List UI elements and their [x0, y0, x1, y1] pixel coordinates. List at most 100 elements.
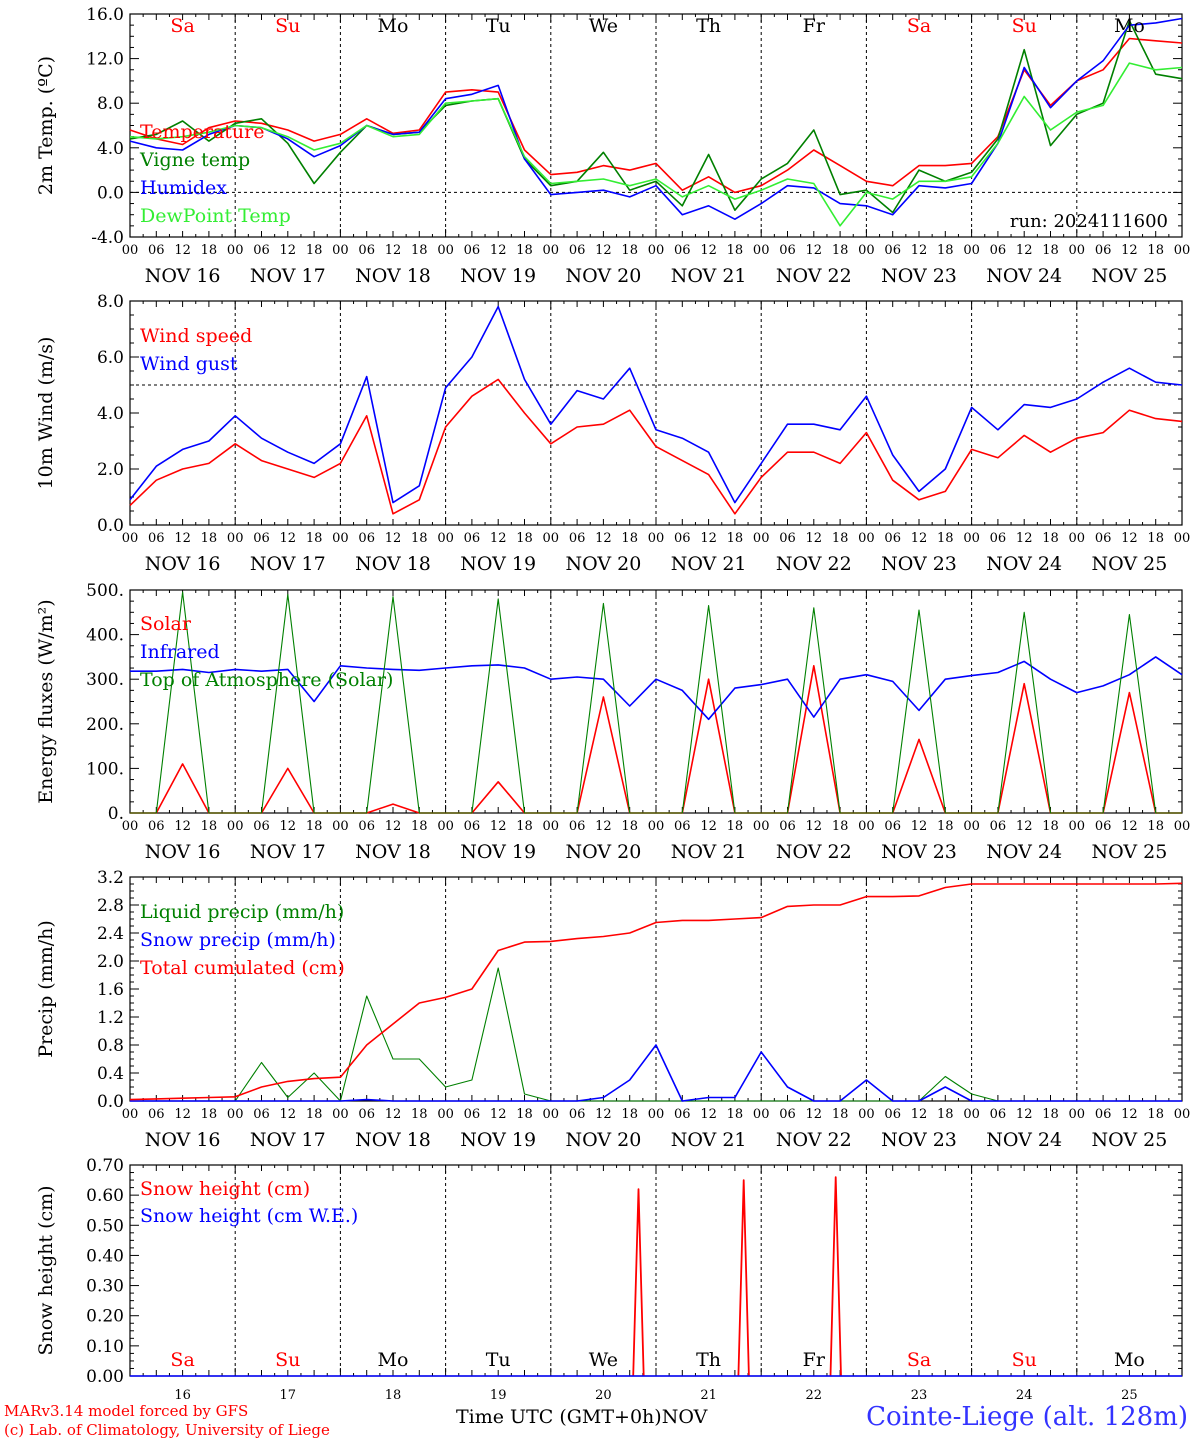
date-label: NOV 25 [1091, 265, 1167, 287]
y-axis-label: Energy fluxes (W/m²) [35, 599, 57, 803]
y-tick-label: 4.0 [97, 404, 124, 424]
hour-tick-label: 18 [1147, 819, 1164, 834]
hour-tick-label: 18 [1147, 243, 1164, 258]
y-axis-label: 2m Temp. (ºC) [35, 56, 57, 195]
hour-tick-label: 00 [648, 819, 665, 834]
y-axis-4: 0.00 0.10 0.20 0.30 0.40 0.50 0.60 0.70 Snow hei… [35, 1156, 1182, 1387]
y-tick-label: 0.40 [86, 1246, 124, 1266]
series-line-snow-spike [737, 1179, 750, 1377]
hour-tick-label: 00 [1069, 1107, 1086, 1122]
y-tick-label: 0. [108, 804, 124, 824]
hour-tick-label: 12 [595, 531, 612, 546]
weekday-label: Tu [486, 15, 511, 37]
y-tick-label: 200. [86, 715, 124, 735]
hour-tick-label: 12 [700, 531, 717, 546]
hour-tick-label: 00 [963, 531, 980, 546]
y-tick-label: 0.0 [97, 183, 124, 203]
hour-tick-label: 18 [621, 819, 638, 834]
y-axis-2: 0. 100. 200. 300. 400. 500. Energy fluxes (W/m… [35, 581, 1182, 824]
x-axis-1: 00 06 12 18 00 06 12 18 00 06 12 18 00 06 12 18 00 06 12 18… [122, 301, 1190, 575]
hour-tick-label: 06 [884, 1107, 901, 1122]
date-label: NOV 18 [355, 265, 431, 287]
date-label: NOV 18 [355, 1129, 431, 1151]
date-label: NOV 24 [986, 841, 1062, 863]
hour-tick-label: 00 [858, 531, 875, 546]
hour-tick-label: 12 [1121, 819, 1138, 834]
day-number-label: 25 [1121, 1388, 1138, 1403]
series-line-infrared [130, 656, 1183, 721]
plot-frame-2 [129, 589, 1183, 814]
hour-tick-label: 06 [148, 1107, 165, 1122]
date-label: NOV 25 [1091, 553, 1167, 575]
hour-tick-label: 06 [779, 1107, 796, 1122]
y-tick-label: 0.30 [86, 1277, 124, 1297]
hour-tick-label: 12 [806, 1107, 823, 1122]
legend-entry: Vigne temp [139, 149, 250, 171]
hour-tick-label: 00 [858, 1107, 875, 1122]
hour-tick-label: 18 [1042, 243, 1059, 258]
weekday-label: Sa [907, 15, 931, 37]
y-tick-label: 0.00 [86, 1367, 124, 1387]
x-axis-2: 00 06 12 18 00 06 12 18 00 06 12 18 00 06 12 18 00 06 12 18… [122, 590, 1190, 863]
hour-tick-label: 12 [385, 819, 402, 834]
legend-entry: Infrared [140, 641, 220, 663]
weekday-label: Su [1012, 15, 1037, 37]
hour-tick-label: 18 [937, 1107, 954, 1122]
hour-tick-label: 06 [253, 1107, 270, 1122]
hour-tick-label: 06 [569, 531, 586, 546]
model-credit: MARv3.14 model forced by GFS [4, 1402, 249, 1420]
weekday-label: We [589, 15, 618, 37]
hour-tick-label: 00 [858, 243, 875, 258]
date-label: NOV 20 [565, 553, 641, 575]
date-label: NOV 23 [881, 265, 957, 287]
hour-tick-label: 00 [648, 531, 665, 546]
hour-tick-label: 06 [990, 243, 1007, 258]
hour-tick-label: 06 [1095, 819, 1112, 834]
hour-tick-label: 00 [227, 1107, 244, 1122]
date-label: NOV 17 [250, 553, 326, 575]
legend-entry: Temperature [140, 121, 264, 143]
weekday-label: Mo [1114, 15, 1145, 37]
hour-tick-label: 06 [464, 531, 481, 546]
hour-tick-label: 18 [516, 243, 533, 258]
hour-tick-label: 00 [1174, 243, 1191, 258]
hour-tick-label: 06 [569, 243, 586, 258]
date-label: NOV 23 [881, 1129, 957, 1151]
hour-tick-label: 00 [1174, 1107, 1191, 1122]
hour-tick-label: 06 [1095, 243, 1112, 258]
hour-tick-label: 18 [306, 243, 323, 258]
hour-tick-label: 18 [201, 819, 218, 834]
legend-entry: Wind speed [140, 325, 252, 347]
hour-tick-label: 12 [174, 819, 191, 834]
hour-tick-label: 00 [332, 243, 349, 258]
hour-tick-label: 12 [1016, 243, 1033, 258]
hour-tick-label: 00 [648, 243, 665, 258]
date-label: NOV 21 [671, 553, 747, 575]
hour-tick-label: 06 [358, 531, 375, 546]
hour-tick-label: 06 [884, 819, 901, 834]
y-tick-label: 0.4 [97, 1064, 124, 1084]
hour-tick-label: 06 [253, 819, 270, 834]
y-axis-label: Precip (mm/h) [35, 920, 57, 1058]
hour-tick-label: 00 [227, 243, 244, 258]
hour-tick-label: 12 [490, 531, 507, 546]
y-tick-label: 300. [86, 670, 124, 690]
date-label: NOV 19 [460, 841, 536, 863]
hour-tick-label: 18 [1042, 819, 1059, 834]
series-line-snow-precip--mm-h- [130, 1044, 1182, 1102]
legend-entry: Wind gust [140, 353, 238, 375]
hour-tick-label: 12 [911, 531, 928, 546]
legend-4: Snow height (cm) Snow height (cm W.E.) [140, 1178, 358, 1227]
date-label: NOV 24 [986, 265, 1062, 287]
hour-tick-label: 06 [253, 531, 270, 546]
date-label: NOV 16 [145, 841, 221, 863]
hour-tick-label: 00 [543, 819, 560, 834]
legend-2: Solar Infrared Top of Atmosphere (Solar) [140, 613, 393, 691]
hour-tick-label: 18 [832, 1107, 849, 1122]
weekday-label: Sa [907, 1349, 931, 1371]
hour-tick-label: 00 [227, 531, 244, 546]
hour-tick-label: 00 [227, 819, 244, 834]
hour-tick-label: 06 [148, 819, 165, 834]
weekday-label: Mo [378, 15, 409, 37]
y-tick-label: 100. [86, 759, 124, 779]
